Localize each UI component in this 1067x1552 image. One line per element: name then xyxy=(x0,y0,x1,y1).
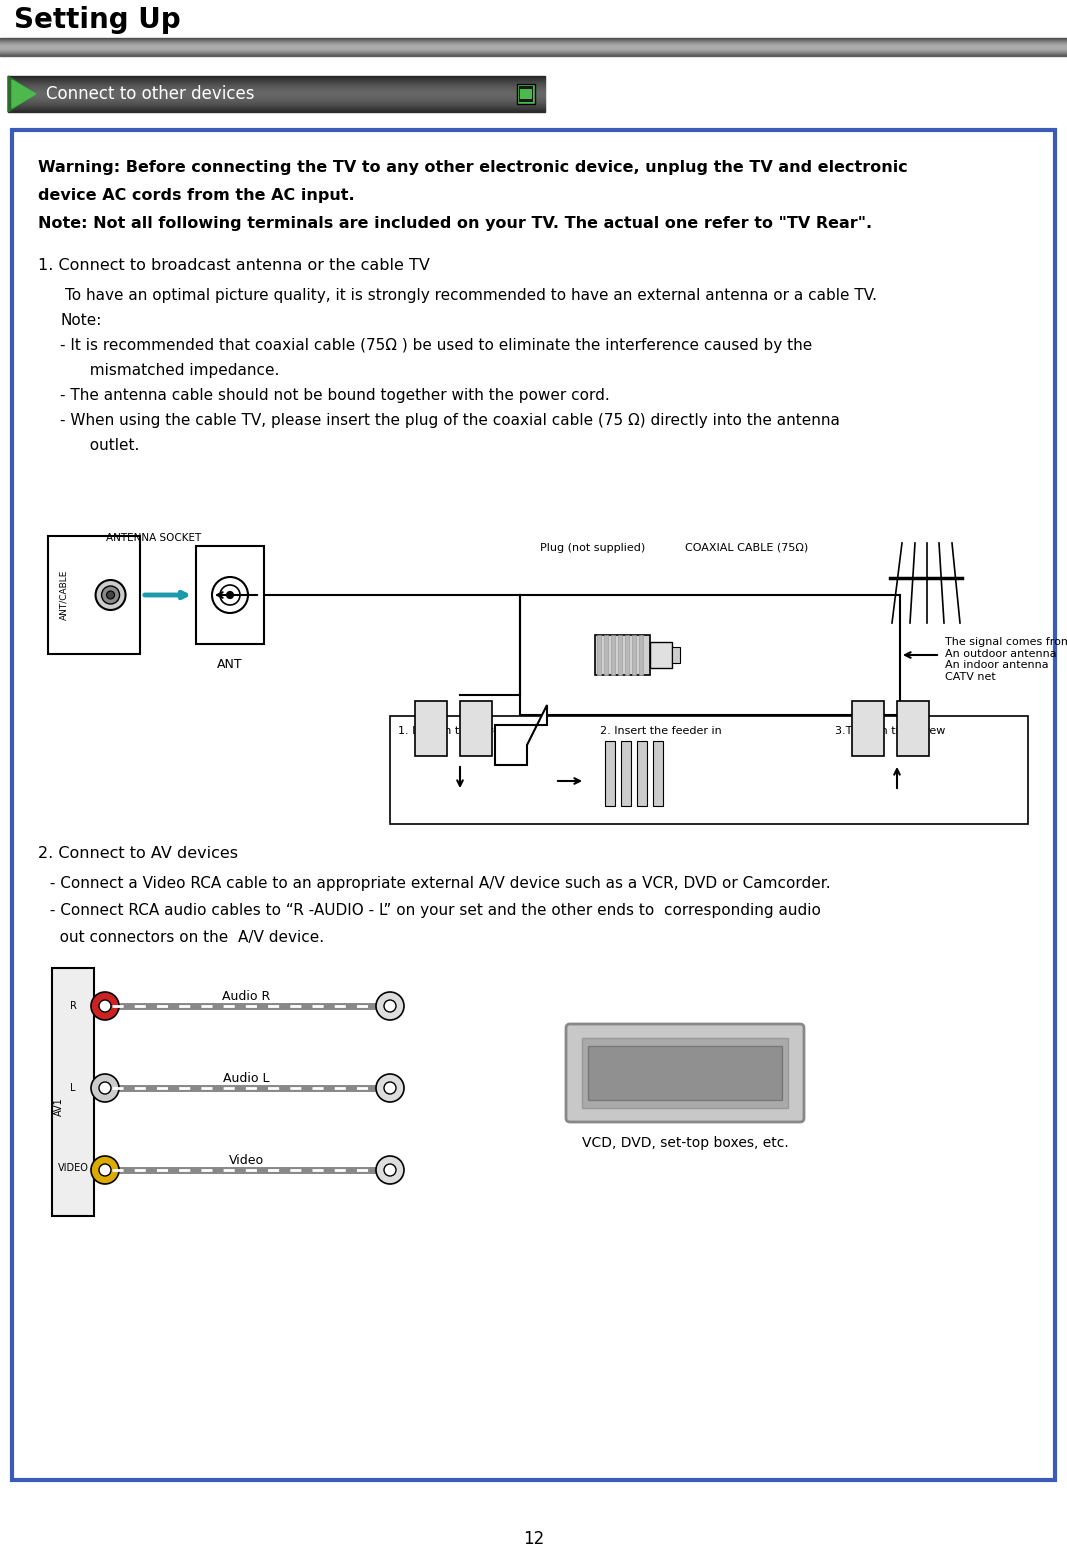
Text: VCD, DVD, set-top boxes, etc.: VCD, DVD, set-top boxes, etc. xyxy=(582,1136,789,1150)
Bar xyxy=(517,84,535,104)
Text: 1. Loosen the screw: 1. Loosen the screw xyxy=(398,726,509,736)
Circle shape xyxy=(384,999,396,1012)
Text: Audio R: Audio R xyxy=(222,990,270,1003)
Bar xyxy=(519,85,534,102)
Circle shape xyxy=(91,992,120,1020)
Text: 12: 12 xyxy=(523,1530,544,1547)
Text: Note:: Note: xyxy=(60,314,101,327)
Bar xyxy=(595,635,650,675)
Bar xyxy=(383,1159,397,1180)
Text: Video: Video xyxy=(228,1155,264,1167)
Text: To have an optimal picture quality, it is strongly recommended to have an extern: To have an optimal picture quality, it i… xyxy=(65,289,877,303)
Polygon shape xyxy=(7,76,36,112)
Text: R: R xyxy=(69,1001,77,1010)
Circle shape xyxy=(384,1164,396,1176)
Circle shape xyxy=(99,999,111,1012)
Circle shape xyxy=(212,577,248,613)
Text: ANT: ANT xyxy=(218,658,243,670)
Bar xyxy=(611,635,615,675)
Circle shape xyxy=(220,585,240,605)
Bar xyxy=(604,635,608,675)
Polygon shape xyxy=(12,81,36,109)
Bar xyxy=(98,1159,112,1180)
Text: out connectors on the  A/V device.: out connectors on the A/V device. xyxy=(45,930,324,945)
Text: - Connect RCA audio cables to “R -AUDIO - L” on your set and the other ends to  : - Connect RCA audio cables to “R -AUDIO … xyxy=(45,903,821,917)
Text: outlet.: outlet. xyxy=(80,438,140,453)
Bar xyxy=(897,702,929,756)
Text: - Connect a Video RCA cable to an appropriate external A/V device such as a VCR,: - Connect a Video RCA cable to an approp… xyxy=(45,875,830,891)
Text: - It is recommended that coaxial cable (75Ω ) be used to eliminate the interfere: - It is recommended that coaxial cable (… xyxy=(60,338,812,352)
Text: VIDEO: VIDEO xyxy=(58,1162,89,1173)
Circle shape xyxy=(376,1156,404,1184)
Text: ANT/CABLE: ANT/CABLE xyxy=(60,570,68,621)
Bar xyxy=(383,996,397,1017)
Bar xyxy=(460,702,492,756)
Circle shape xyxy=(99,1164,111,1176)
Bar xyxy=(48,535,140,653)
Bar xyxy=(588,1046,782,1100)
Text: The signal comes from:
An outdoor antenna
An indoor antenna
CATV net: The signal comes from: An outdoor antenn… xyxy=(945,636,1067,681)
Bar xyxy=(853,702,883,756)
Bar xyxy=(672,647,680,663)
Bar xyxy=(632,635,636,675)
Text: mismatched impedance.: mismatched impedance. xyxy=(80,363,280,379)
Text: 2. Insert the feeder in: 2. Insert the feeder in xyxy=(600,726,721,736)
Bar xyxy=(383,1079,397,1097)
Polygon shape xyxy=(495,705,547,765)
Text: Note: Not all following terminals are included on your TV. The actual one refer : Note: Not all following terminals are in… xyxy=(38,216,872,231)
Circle shape xyxy=(376,1074,404,1102)
Circle shape xyxy=(107,591,114,599)
Bar xyxy=(582,1038,789,1108)
FancyBboxPatch shape xyxy=(566,1024,805,1122)
Bar xyxy=(98,996,112,1017)
Bar xyxy=(520,88,532,99)
Bar xyxy=(625,635,630,675)
Bar xyxy=(415,702,447,756)
Text: 1. Connect to broadcast antenna or the cable TV: 1. Connect to broadcast antenna or the c… xyxy=(38,258,430,273)
Circle shape xyxy=(91,1156,120,1184)
Text: AV1: AV1 xyxy=(54,1097,64,1116)
Bar xyxy=(598,635,601,675)
Bar xyxy=(98,1079,112,1097)
Circle shape xyxy=(226,591,234,599)
Bar xyxy=(391,715,1028,824)
Circle shape xyxy=(101,587,120,604)
Text: TWIN-LEAD FEEDER
(300Ω): TWIN-LEAD FEEDER (300Ω) xyxy=(620,720,730,742)
Text: Warning: Before connecting the TV to any other electronic device, unplug the TV : Warning: Before connecting the TV to any… xyxy=(38,160,908,175)
Text: COAXIAL CABLE (75Ω): COAXIAL CABLE (75Ω) xyxy=(685,543,808,553)
Bar xyxy=(650,643,672,667)
Text: Setting Up: Setting Up xyxy=(14,6,180,34)
Bar xyxy=(621,740,631,805)
Text: - When using the cable TV, please insert the plug of the coaxial cable (75 Ω) di: - When using the cable TV, please insert… xyxy=(60,413,840,428)
Text: 2. Connect to AV devices: 2. Connect to AV devices xyxy=(38,846,238,861)
Bar xyxy=(196,546,264,644)
Text: device AC cords from the AC input.: device AC cords from the AC input. xyxy=(38,188,354,203)
Bar xyxy=(618,635,622,675)
Circle shape xyxy=(376,992,404,1020)
Text: 3.Tighten the screw: 3.Tighten the screw xyxy=(835,726,945,736)
Circle shape xyxy=(384,1082,396,1094)
Text: Adaptor (not supplied): Adaptor (not supplied) xyxy=(395,764,521,773)
Circle shape xyxy=(96,580,126,610)
Bar xyxy=(639,635,643,675)
Bar xyxy=(52,968,94,1217)
Bar xyxy=(637,740,647,805)
Text: L: L xyxy=(70,1083,76,1093)
Text: Connect to other devices: Connect to other devices xyxy=(46,85,255,102)
Bar xyxy=(12,130,1055,1481)
Text: - The antenna cable should not be bound together with the power cord.: - The antenna cable should not be bound … xyxy=(60,388,609,404)
Text: ANTENNA SOCKET: ANTENNA SOCKET xyxy=(106,532,202,543)
Bar xyxy=(653,740,663,805)
Bar xyxy=(605,740,615,805)
Circle shape xyxy=(91,1074,120,1102)
Text: Audio L: Audio L xyxy=(223,1072,269,1085)
Text: Plug (not supplied): Plug (not supplied) xyxy=(540,543,646,553)
Circle shape xyxy=(99,1082,111,1094)
